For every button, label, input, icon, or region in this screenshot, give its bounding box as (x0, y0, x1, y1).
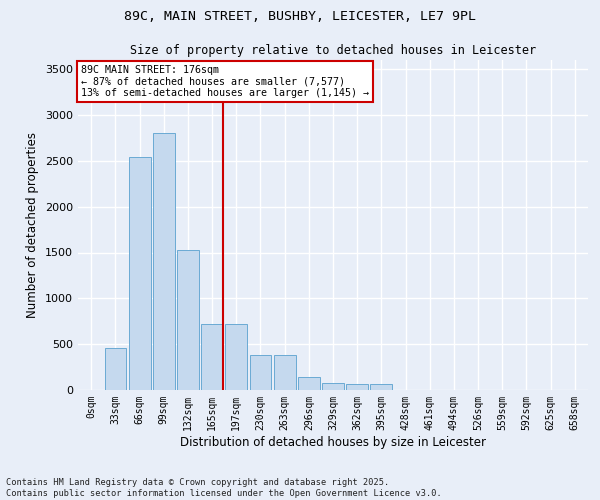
Title: Size of property relative to detached houses in Leicester: Size of property relative to detached ho… (130, 44, 536, 58)
Bar (153, 134, 175, 390)
Text: 89C, MAIN STREET, BUSHBY, LEICESTER, LE7 9PL: 89C, MAIN STREET, BUSHBY, LEICESTER, LE7… (124, 10, 476, 23)
Bar (298, 377, 320, 390)
Bar (226, 324, 247, 390)
Bar (274, 355, 296, 390)
Bar (370, 384, 392, 390)
Text: Contains HM Land Registry data © Crown copyright and database right 2025.
Contai: Contains HM Land Registry data © Crown c… (6, 478, 442, 498)
Bar (129, 157, 151, 390)
Bar (104, 348, 127, 390)
Text: 89C MAIN STREET: 176sqm
← 87% of detached houses are smaller (7,577)
13% of semi: 89C MAIN STREET: 176sqm ← 87% of detache… (80, 65, 368, 98)
Bar (201, 324, 223, 390)
Bar (346, 384, 368, 390)
Bar (250, 355, 271, 390)
Bar (177, 250, 199, 390)
Y-axis label: Number of detached properties: Number of detached properties (26, 132, 40, 318)
X-axis label: Distribution of detached houses by size in Leicester: Distribution of detached houses by size … (180, 436, 486, 448)
Bar (322, 383, 344, 390)
